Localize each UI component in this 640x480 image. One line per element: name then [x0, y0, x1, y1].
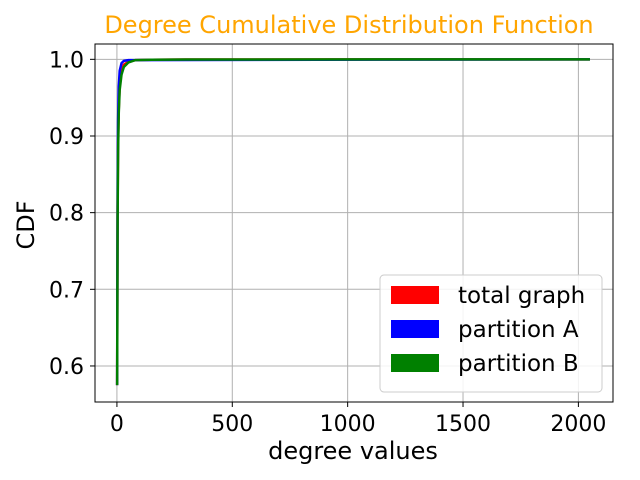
plot-frame — [94, 43, 614, 403]
x-tick-label: 1000 — [320, 412, 376, 437]
legend-label: partition A — [458, 317, 579, 343]
x-tick-label: 0 — [110, 412, 124, 437]
legend-label: partition B — [458, 351, 579, 377]
y-tick-label: 1.0 — [49, 48, 84, 73]
legend-swatch — [391, 320, 439, 338]
chart-title: Degree Cumulative Distribution Function — [104, 11, 593, 39]
y-tick-label: 0.7 — [49, 278, 84, 303]
legend-swatch — [391, 286, 439, 304]
x-axis: 0 500 1000 1500 2000 — [110, 402, 606, 437]
x-axis-label: degree values — [268, 437, 438, 465]
legend: total graph partition A partition B — [379, 274, 603, 393]
y-tick-label: 0.9 — [49, 125, 84, 150]
plot-lines — [115, 58, 590, 386]
y-axis: 0.6 0.7 0.8 0.9 1.0 — [49, 48, 95, 380]
series-line-2 — [115, 58, 590, 386]
y-axis-label: CDF — [12, 200, 40, 249]
y-tick-label: 0.6 — [49, 355, 84, 380]
y-tick-label: 0.8 — [49, 202, 84, 227]
x-tick-label: 1500 — [435, 412, 491, 437]
x-tick-label: 500 — [211, 412, 253, 437]
legend-label: total graph — [458, 283, 585, 309]
x-tick-label: 2000 — [550, 412, 606, 437]
legend-swatch — [391, 354, 439, 372]
